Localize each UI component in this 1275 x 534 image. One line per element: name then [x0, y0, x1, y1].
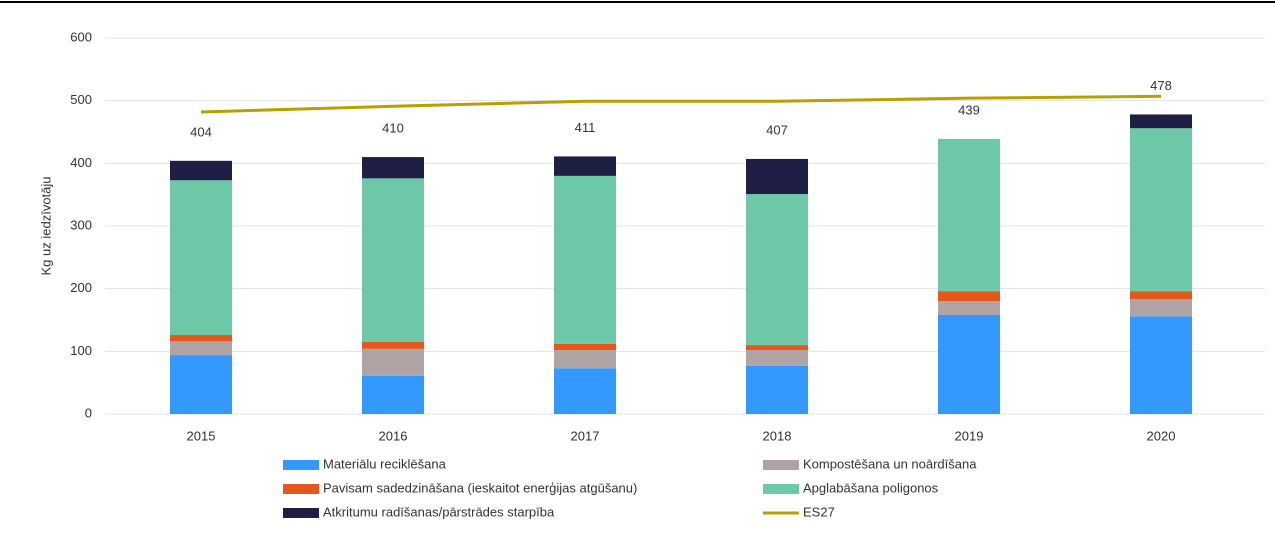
bar-segment [746, 350, 808, 366]
legend-label: Apglabāšana poligonos [803, 480, 939, 495]
y-tick-label: 0 [85, 405, 92, 420]
total-label: 478 [1150, 78, 1172, 93]
legend-label: ES27 [803, 504, 835, 519]
bar-segment [938, 301, 1000, 315]
bar-segment [362, 178, 424, 342]
bar-segment [170, 180, 232, 336]
total-label: 439 [958, 102, 980, 117]
bar-segment [938, 314, 1000, 414]
y-tick-label: 100 [70, 343, 92, 358]
legend-label: Pavisam sadedzināšana (ieskaitot enerģij… [323, 480, 637, 495]
y-tick-label: 500 [70, 92, 92, 107]
legend-swatch [763, 460, 799, 470]
bar-segment [1130, 316, 1192, 414]
x-tick-label: 2019 [955, 428, 984, 443]
total-label: 411 [575, 120, 596, 135]
bar-segment [362, 341, 424, 349]
bar-segment [170, 335, 232, 342]
legend-swatch [283, 460, 319, 470]
bar-segment [1130, 128, 1192, 292]
legend-label: Atkritumu radīšanas/pārstrādes starpība [323, 504, 555, 519]
bar-segment [554, 156, 616, 176]
line [200, 94, 1162, 114]
bar-segment [746, 345, 808, 351]
y-axis-label: Kg uz iedzīvotāju [38, 176, 53, 275]
legend-label: Materiālu reciklēšana [323, 456, 447, 471]
y-tick-label: 400 [70, 155, 92, 170]
total-label: 410 [382, 121, 404, 136]
x-tick-label: 2016 [379, 428, 408, 443]
bar-segment [938, 138, 1000, 292]
x-tick-label: 2017 [571, 428, 600, 443]
total-label: 404 [190, 124, 212, 139]
bar-segment [170, 355, 232, 414]
bar-segment [170, 160, 232, 181]
legend-swatch [283, 508, 319, 518]
x-tick-label: 2020 [1147, 428, 1176, 443]
bar-segment [170, 341, 232, 356]
bar-segment [746, 365, 808, 414]
legend-swatch [283, 484, 319, 494]
y-tick-label: 200 [70, 280, 92, 295]
x-tick-label: 2015 [187, 428, 216, 443]
bar-segment [1130, 114, 1192, 129]
y-tick-label: 300 [70, 217, 92, 232]
bar-segment [554, 175, 616, 344]
bar-segment [938, 291, 1000, 302]
bar-segment [1130, 291, 1192, 300]
bar-segment [362, 348, 424, 376]
legend-swatch [763, 484, 799, 494]
bar-segment [746, 194, 808, 346]
bar-segment [362, 157, 424, 179]
total-label: 407 [766, 122, 788, 137]
y-tick-label: 600 [70, 29, 92, 44]
bar-segment [554, 368, 616, 414]
x-tick-label: 2018 [763, 428, 792, 443]
bar-segment [554, 350, 616, 369]
bar-segment [746, 158, 808, 195]
bar-segment [1130, 299, 1192, 317]
bar-segment [362, 375, 424, 414]
legend-label: Kompostēšana un noārdīšana [803, 456, 977, 471]
bar-segment [554, 343, 616, 351]
